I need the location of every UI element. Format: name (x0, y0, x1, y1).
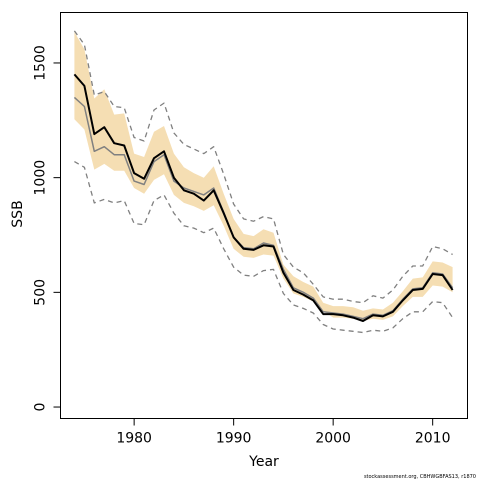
x-tick-label: 2000 (315, 431, 351, 447)
lower-ci-dashed-line (74, 161, 454, 334)
y-tick-label: 1500 (33, 45, 49, 81)
ssb-estimate-line (73, 73, 454, 322)
x-tick-label: 1980 (116, 431, 152, 447)
confidence-band-area (74, 32, 453, 321)
upper-ci-dashed-line (73, 30, 453, 304)
y-tick-label: 0 (33, 403, 49, 412)
x-tick-label: 1990 (216, 431, 252, 447)
plot-frame (60, 12, 468, 419)
series-lines (73, 30, 454, 334)
y-tick-label: 1000 (33, 160, 49, 196)
x-axis: 1980 1990 2000 2010 (116, 418, 451, 447)
x-axis-title: Year (248, 454, 279, 470)
y-axis: 0 500 1000 1500 (33, 45, 61, 411)
x-tick-label: 2010 (415, 431, 451, 447)
y-tick-label: 500 (33, 279, 49, 306)
y-axis-title: SSB (10, 200, 26, 227)
chart-caption: stockassessment.org, CBHWGBFAS13, r1870 (364, 474, 476, 480)
plot-area (60, 12, 468, 419)
confidence-band (74, 32, 453, 321)
